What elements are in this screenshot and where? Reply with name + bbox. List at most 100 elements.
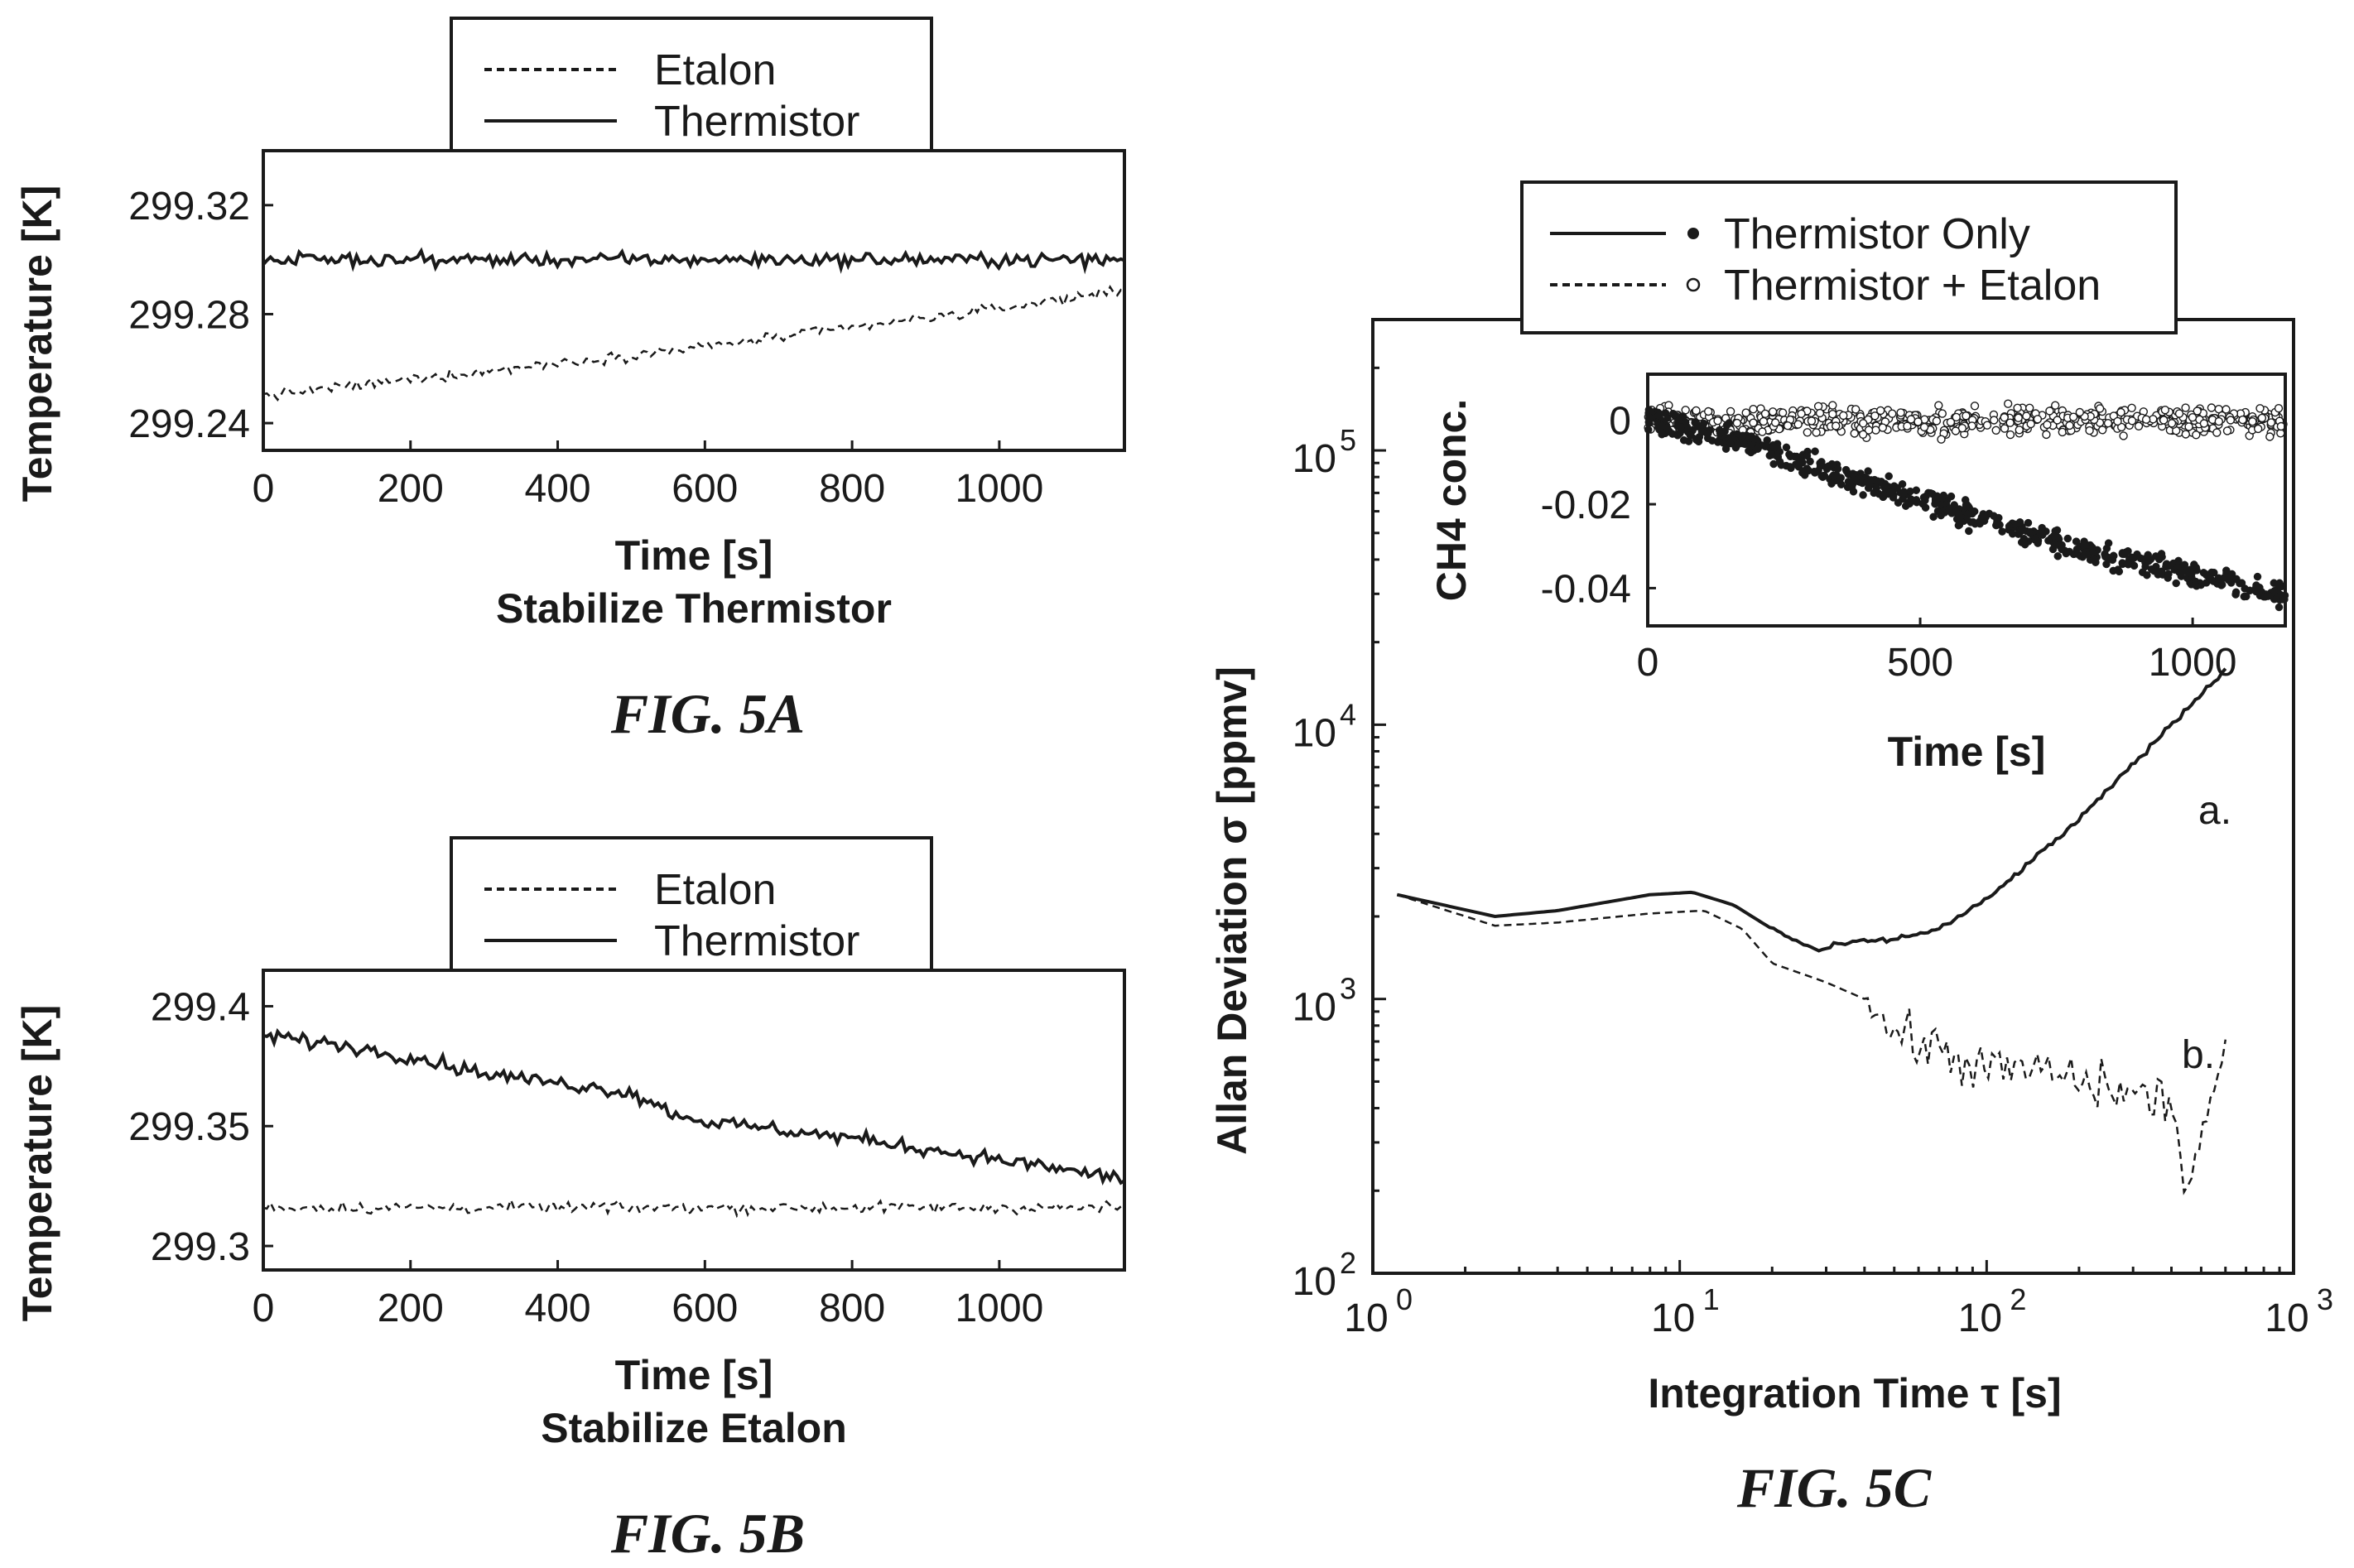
inset-point-thermistor-etalon — [1813, 402, 1823, 411]
inset-point-thermistor-only — [2065, 547, 2074, 556]
inset-point-thermistor-only — [2177, 570, 2185, 578]
inset-point-thermistor-etalon — [2003, 399, 2013, 408]
inset-point-thermistor-only — [2123, 559, 2131, 568]
inset-point-thermistor-etalon — [2005, 430, 2015, 440]
inset-point-thermistor-only — [1841, 465, 1851, 474]
inset-point-thermistor-only — [1713, 437, 1722, 446]
inset-point-thermistor-only — [1837, 480, 1846, 488]
inset-point-thermistor-etalon — [1989, 416, 1999, 425]
inset-point-thermistor-only — [2072, 545, 2082, 554]
inset-point-thermistor-only — [1969, 518, 1978, 527]
inset-point-thermistor-only — [2127, 553, 2136, 562]
inset-point-thermistor-etalon — [2013, 403, 2022, 412]
y-axis-label-5c: Allan Deviation σ [ppmv] — [1209, 666, 1255, 1155]
inset-point-thermistor-only — [2251, 584, 2260, 592]
inset-point-thermistor-only — [2261, 592, 2270, 601]
inset-point-thermistor-etalon — [2184, 422, 2193, 431]
inset-point-thermistor-etalon — [2141, 415, 2151, 424]
legend-5a-thermistor-label: Thermistor — [654, 98, 859, 146]
inset-point-thermistor-etalon — [2248, 417, 2257, 426]
fig5a-x-tick-label: 200 — [378, 467, 444, 511]
inset-point-thermistor-only — [1889, 493, 1898, 502]
inset-point-thermistor-etalon — [1914, 417, 1923, 426]
fig5b-series-thermistor-line — [262, 1027, 1126, 1186]
inset-point-thermistor-etalon — [2127, 403, 2136, 412]
inset-point-thermistor-etalon — [2274, 404, 2284, 413]
series-b-annotation: b. — [2182, 1033, 2215, 1077]
inset-point-thermistor-etalon — [1749, 418, 1758, 427]
inset-point-thermistor-only — [1803, 451, 1812, 460]
fig5c-y-tick-label: 10 — [1293, 711, 1336, 755]
chart-5c: 10 0 10 1 10 2 10 310 210 310 410 5 a. b. Thermisto… — [1209, 180, 2333, 1519]
inset-point-thermistor-etalon — [2134, 421, 2144, 430]
inset-point-thermistor-etalon — [1815, 408, 1825, 418]
inset-point-thermistor-only — [1824, 462, 1833, 470]
inset-point-thermistor-only — [2008, 530, 2017, 538]
plot-5a-frame — [262, 149, 1126, 452]
inset-point-thermistor-etalon — [2207, 403, 2217, 412]
inset-point-thermistor-only — [1859, 491, 1867, 499]
fig5c-y-tick-exponent: 2 — [1340, 1246, 1356, 1280]
inset-point-thermistor-only — [2275, 603, 2284, 612]
inset-point-thermistor-etalon — [1758, 427, 1767, 436]
inset-point-thermistor-only — [2172, 579, 2180, 588]
inset-point-thermistor-etalon — [2116, 407, 2125, 417]
inset-point-thermistor-etalon — [2050, 401, 2060, 410]
inset-point-thermistor-only — [2253, 572, 2262, 581]
inset-point-thermistor-only — [2109, 551, 2118, 560]
inset-point-thermistor-etalon — [1952, 412, 1961, 422]
inset-point-thermistor-only — [1898, 480, 1907, 488]
inset-point-thermistor-only — [2104, 539, 2113, 547]
inset-point-thermistor-only — [1728, 434, 1736, 442]
inset-point-thermistor-only — [2210, 568, 2218, 577]
inset-point-thermistor-only — [1734, 440, 1742, 449]
inset-point-thermistor-etalon — [1982, 421, 1992, 430]
inset-point-thermistor-only — [1944, 504, 1953, 513]
figure-caption-5a: FIG. 5A — [610, 682, 805, 745]
inset-point-thermistor-only — [1976, 517, 1985, 525]
inset-point-thermistor-only — [2101, 552, 2110, 561]
inset-point-thermistor-etalon — [1732, 418, 1742, 428]
fig5c-y-tick-exponent: 3 — [1340, 972, 1356, 1006]
inset-point-thermistor-only — [1769, 442, 1778, 450]
inset-point-thermistor-only — [1746, 448, 1755, 457]
inset-point-thermistor-etalon — [1831, 421, 1841, 430]
inset-point-thermistor-only — [2164, 574, 2172, 582]
fig5b-x-tick-label: 800 — [819, 1287, 885, 1330]
inset-point-thermistor-only — [2143, 570, 2151, 580]
inset-x-tick-label: 1000 — [2149, 641, 2237, 685]
legend-5c-thermistor-label: Thermistor Only — [1724, 210, 2030, 258]
inset-point-thermistor-etalon — [2026, 419, 2035, 429]
inset-point-thermistor-only — [2024, 518, 2033, 527]
inset-point-thermistor-only — [1691, 418, 1699, 427]
inset-point-thermistor-etalon — [2193, 406, 2202, 416]
inset-point-thermistor-only — [2155, 555, 2164, 564]
inset-point-thermistor-etalon — [2192, 430, 2201, 440]
inset-point-thermistor-etalon — [1793, 420, 1803, 429]
inset-point-thermistor-only — [1921, 503, 1930, 512]
inset-point-thermistor-etalon — [2065, 421, 2074, 430]
inset-point-thermistor-etalon — [2127, 416, 2137, 426]
inset-point-thermistor-only — [2050, 540, 2059, 549]
inset-point-thermistor-etalon — [1770, 418, 1780, 427]
inset-point-thermistor-only — [1739, 431, 1747, 440]
inset-y-tick-label: -0.02 — [1541, 483, 1631, 527]
inset-point-thermistor-only — [1716, 429, 1725, 438]
legend-5c-etalon-label: Thermistor + Etalon — [1724, 262, 2101, 310]
inset-point-thermistor-only — [1804, 466, 1812, 475]
inset-point-thermistor-only — [1929, 512, 1938, 522]
inset-point-thermistor-only — [1889, 482, 1899, 490]
inset-point-thermistor-etalon — [2113, 416, 2122, 426]
fig5a-series-thermistor-line — [262, 247, 1125, 275]
series-a-annotation: a. — [2198, 789, 2231, 833]
inset-point-thermistor-only — [1684, 437, 1693, 445]
inset-x-tick-label: 0 — [1637, 641, 1659, 685]
fig5c-x-tick-label: 10 — [1958, 1296, 2002, 1340]
inset-point-thermistor-etalon — [1858, 430, 1868, 439]
inset-point-thermistor-etalon — [1749, 405, 1758, 414]
fig5b-x-tick-label: 400 — [525, 1287, 591, 1330]
inset-point-thermistor-etalon — [2222, 426, 2232, 435]
fig5c-y-tick-exponent: 4 — [1340, 697, 1356, 731]
fig5b-y-tick-label: 299.35 — [128, 1105, 250, 1149]
inset-point-thermistor-only — [1885, 472, 1893, 480]
